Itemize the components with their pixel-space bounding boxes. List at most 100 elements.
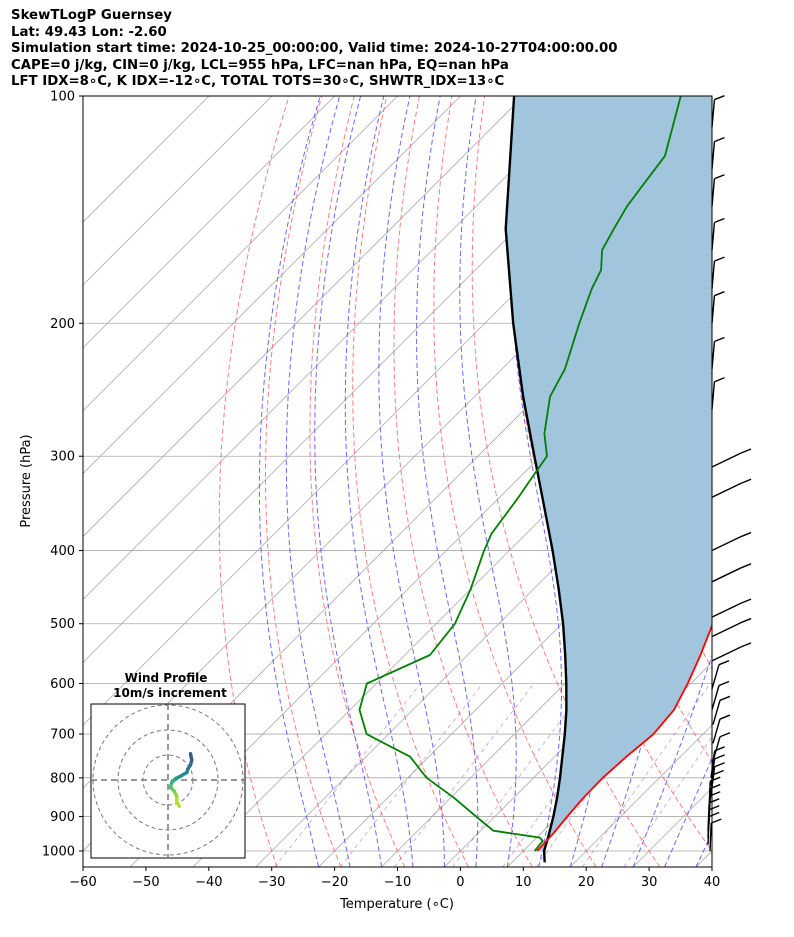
- isotherm-line: [83, 96, 461, 475]
- wind-barb: [711, 377, 725, 410]
- wind-barb-shaft: [711, 664, 720, 690]
- dry-adiabat: [745, 96, 794, 867]
- moist-adiabat: [416, 96, 479, 867]
- moist-adiabat: [378, 96, 445, 867]
- wind-barb: [711, 174, 725, 207]
- wind-barb-feather: [740, 598, 752, 604]
- wind-barb: [712, 714, 731, 744]
- isotherm-line: [83, 96, 524, 538]
- dry-adiabat: [778, 96, 794, 867]
- wind-barb: [711, 136, 725, 170]
- wind-barb-shaft: [710, 758, 716, 787]
- y-tick-label: 600: [50, 677, 75, 692]
- wind-barb-feather: [714, 762, 725, 768]
- wind-barb-feather: [714, 217, 725, 224]
- wind-barb-feather: [714, 174, 725, 180]
- isotherm-line: [83, 96, 398, 412]
- dry-adiabat: [508, 96, 712, 852]
- moist-adiabat: [258, 96, 321, 867]
- y-tick-label: 500: [50, 617, 75, 632]
- y-tick-label: 300: [50, 450, 75, 465]
- x-tick-label: −10: [384, 875, 411, 890]
- hodograph-segment: [188, 752, 194, 762]
- wind-barb-feather: [713, 769, 724, 776]
- wind-barb: [711, 291, 725, 324]
- x-tick-label: −40: [195, 875, 222, 890]
- wind-barb-feather: [714, 754, 725, 760]
- mixing-ratio-line: [582, 683, 711, 867]
- title-times: Simulation start time: 2024-10-25_00:00:…: [11, 41, 618, 56]
- wind-barb-shaft: [711, 685, 720, 710]
- dry-adiabat: [265, 96, 342, 867]
- moist-adiabat: [459, 96, 517, 867]
- moist-adiabat: [344, 96, 414, 867]
- wind-barb: [711, 256, 725, 289]
- x-tick-label: −60: [69, 875, 96, 890]
- wind-barb-feather: [708, 805, 720, 811]
- x-axis-label: Temperature (∘C): [339, 897, 454, 912]
- isotherm-line: [381, 535, 712, 867]
- x-tick-label: 40: [704, 875, 721, 890]
- wind-barb: [711, 680, 730, 710]
- wind-barb-shaft: [711, 482, 742, 498]
- y-tick-label: 200: [50, 317, 75, 332]
- wind-barb-feather: [709, 791, 721, 797]
- wind-barb-shaft: [711, 341, 716, 370]
- title-latlon: Lat: 49.43 Lon: -2.60: [11, 24, 167, 40]
- wind-barb-feather: [714, 95, 725, 101]
- wind-barb-shaft: [711, 646, 742, 662]
- y-axis-label: Pressure (hPa): [19, 434, 34, 527]
- isotherm-line: [83, 96, 336, 349]
- y-tick-label: 1000: [42, 845, 75, 860]
- wind-barb-shaft: [711, 621, 742, 638]
- wind-barb-shaft: [711, 99, 716, 128]
- moist-adiabat: [510, 96, 562, 867]
- x-tick-label: 30: [641, 875, 658, 890]
- wind-barb-shaft: [711, 141, 716, 170]
- dewpoint-profile-line: [358, 96, 682, 852]
- wind-barb: [711, 217, 725, 251]
- wind-barb-shaft: [709, 823, 712, 852]
- wind-barb-feather: [714, 256, 725, 262]
- x-tick-label: 20: [578, 875, 595, 890]
- hodograph-title: Wind Profile: [125, 671, 208, 685]
- wind-barb: [711, 642, 752, 662]
- dry-adiabat: [713, 96, 794, 867]
- isotherm-line: [83, 96, 587, 600]
- isotherm-line: [129, 284, 712, 867]
- wind-barb-shaft: [712, 736, 721, 762]
- dry-adiabat: [309, 96, 406, 867]
- wind-barb-feather: [740, 617, 752, 624]
- wind-barb-feather: [740, 448, 752, 454]
- wind-barb-shaft: [710, 766, 716, 794]
- wind-barb-feather: [708, 798, 720, 804]
- wind-barb-shaft: [712, 700, 721, 725]
- wind-barb: [711, 531, 752, 552]
- x-tick-label: 10: [515, 875, 532, 890]
- hodograph-subtitle: 10m/s increment: [113, 686, 227, 700]
- isotherm-line: [83, 96, 273, 286]
- wind-barb-shaft: [711, 452, 742, 468]
- wind-barb-shaft: [711, 602, 742, 618]
- y-tick-label: 400: [50, 544, 75, 559]
- chart-header: SkewTLogP Guernsey Lat: 49.43 Lon: -2.60…: [11, 8, 618, 91]
- wind-barb-shaft: [711, 535, 742, 552]
- isotherm-line: [569, 724, 712, 867]
- wind-barb-shaft: [711, 178, 716, 207]
- wind-barb-feather: [740, 642, 752, 648]
- wind-barb: [711, 660, 730, 690]
- y-tick-label: 700: [50, 728, 75, 743]
- dry-adiabat: [352, 96, 469, 867]
- wind-barb-feather: [740, 531, 752, 538]
- wind-barb-shaft: [708, 781, 711, 810]
- mixing-ratio-line: [339, 683, 484, 867]
- moist-adiabat: [601, 96, 683, 867]
- moist-adiabat: [632, 654, 712, 867]
- isotherm-line: [759, 96, 794, 867]
- wind-barb: [711, 478, 752, 498]
- wind-barb: [711, 617, 752, 638]
- dry-adiabat: [393, 96, 533, 867]
- dry-adiabat: [433, 96, 597, 867]
- mixing-ratio-line: [274, 683, 422, 867]
- title-station: SkewTLogP Guernsey: [11, 8, 172, 23]
